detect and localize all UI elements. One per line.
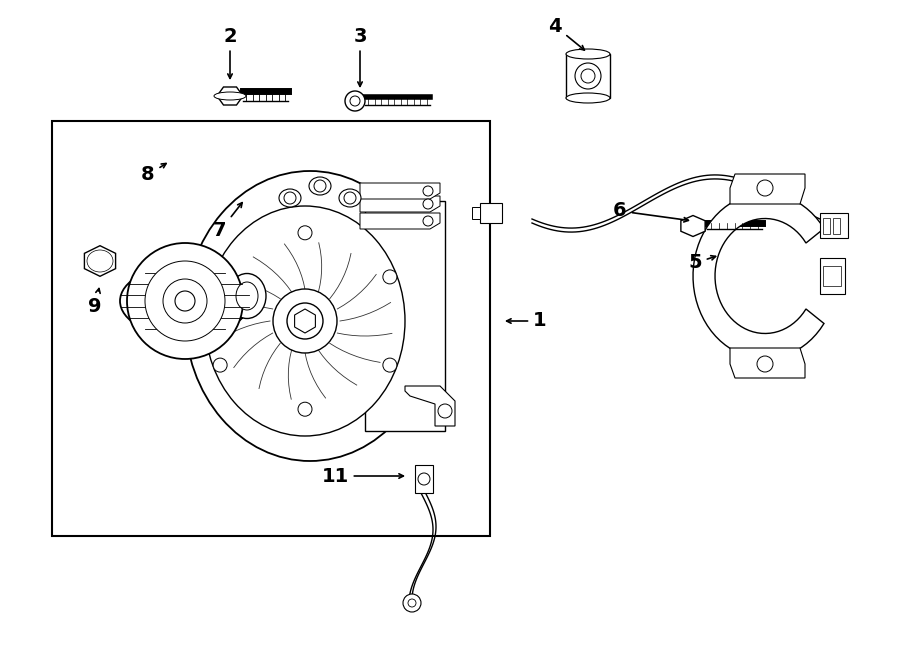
Bar (823, 266, 841, 286)
Circle shape (757, 356, 773, 372)
Ellipse shape (339, 189, 361, 207)
Text: 2: 2 (223, 26, 237, 79)
Circle shape (345, 91, 365, 111)
Bar (820, 213, 848, 238)
Circle shape (273, 289, 337, 353)
Circle shape (423, 216, 433, 226)
Text: 1: 1 (507, 311, 547, 330)
Text: 7: 7 (213, 203, 242, 241)
Circle shape (91, 252, 109, 270)
Circle shape (298, 402, 312, 416)
Circle shape (423, 186, 433, 196)
Ellipse shape (130, 271, 240, 331)
Circle shape (408, 599, 416, 607)
Ellipse shape (228, 274, 266, 319)
Text: 3: 3 (353, 26, 367, 87)
Bar (415, 465, 433, 493)
Polygon shape (360, 213, 440, 229)
Polygon shape (730, 348, 805, 378)
Circle shape (145, 261, 225, 341)
Circle shape (287, 303, 323, 339)
Polygon shape (405, 386, 455, 426)
Polygon shape (85, 246, 115, 276)
Circle shape (127, 243, 243, 359)
Bar (480, 203, 502, 223)
Circle shape (213, 358, 227, 372)
Circle shape (438, 404, 452, 418)
Circle shape (344, 192, 356, 204)
Ellipse shape (236, 282, 258, 310)
Circle shape (382, 358, 397, 372)
Ellipse shape (566, 49, 610, 59)
Bar (823, 218, 830, 234)
Polygon shape (217, 87, 243, 105)
Circle shape (175, 291, 195, 311)
Circle shape (581, 69, 595, 83)
Ellipse shape (214, 92, 246, 100)
Circle shape (314, 180, 326, 192)
Circle shape (403, 594, 421, 612)
Polygon shape (294, 309, 315, 333)
Circle shape (163, 279, 207, 323)
Bar (52, 121, 490, 536)
Bar (472, 207, 480, 219)
Text: 10: 10 (0, 660, 1, 661)
Bar (365, 201, 445, 431)
Polygon shape (730, 174, 805, 204)
Ellipse shape (87, 250, 113, 272)
Circle shape (382, 270, 397, 284)
Circle shape (284, 192, 296, 204)
Ellipse shape (120, 265, 250, 336)
Polygon shape (693, 193, 824, 359)
Circle shape (213, 270, 227, 284)
Ellipse shape (309, 177, 331, 195)
Ellipse shape (150, 282, 220, 320)
Text: 5: 5 (688, 254, 716, 272)
Polygon shape (360, 196, 440, 212)
Circle shape (298, 226, 312, 240)
Circle shape (418, 473, 430, 485)
Ellipse shape (566, 93, 610, 103)
Bar (566, 54, 610, 98)
Ellipse shape (205, 206, 405, 436)
Polygon shape (820, 258, 845, 294)
Ellipse shape (185, 171, 435, 461)
Ellipse shape (279, 189, 301, 207)
Text: 9: 9 (88, 288, 102, 315)
Text: 4: 4 (548, 17, 584, 50)
Polygon shape (360, 183, 440, 199)
Circle shape (757, 180, 773, 196)
Bar (833, 218, 840, 234)
Circle shape (350, 96, 360, 106)
Circle shape (423, 199, 433, 209)
Text: 11: 11 (321, 467, 403, 485)
Text: 6: 6 (613, 202, 688, 222)
Polygon shape (681, 215, 705, 237)
Text: 8: 8 (141, 163, 166, 184)
Ellipse shape (140, 276, 230, 326)
Circle shape (575, 63, 601, 89)
